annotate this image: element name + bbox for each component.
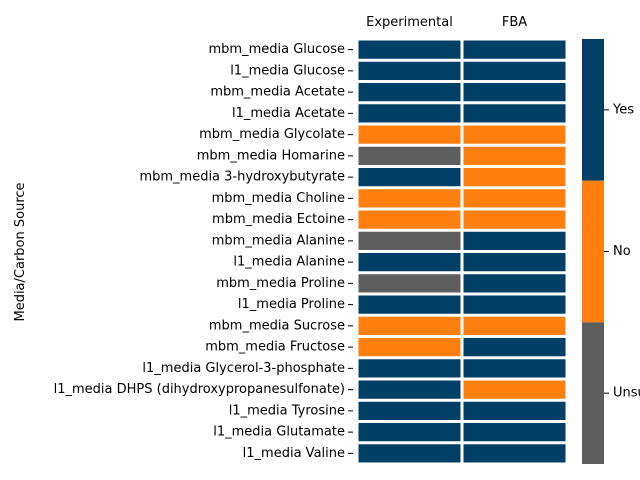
heatmap-cell <box>463 189 566 208</box>
column-labels: Experimental FBA <box>366 15 527 30</box>
row-label: l1_media Alanine <box>233 255 345 270</box>
row-label: mbm_media Alanine <box>212 233 345 248</box>
row-label: l1_media Proline <box>238 297 345 312</box>
heatmap-cell <box>463 316 566 335</box>
colorbar-label: Unsure <box>613 386 640 401</box>
colorbar-segment <box>582 180 604 323</box>
heatmap-cell <box>358 444 461 463</box>
heatmap-cells <box>358 40 566 463</box>
row-label: mbm_media Homarine <box>197 148 345 163</box>
heatmap-cell <box>358 168 461 187</box>
colorbar-label: Yes <box>612 102 634 117</box>
row-label: mbm_media Ectoine <box>212 212 345 227</box>
heatmap-cell <box>358 380 461 399</box>
column-label: Experimental <box>366 15 453 30</box>
row-label: l1_media Glucose <box>230 63 345 78</box>
heatmap-cell <box>463 423 566 442</box>
row-label: mbm_media Acetate <box>210 85 345 100</box>
row-label: l1_media Valine <box>243 446 345 461</box>
heatmap-cell <box>463 231 566 250</box>
row-label: mbm_media Glycolate <box>199 127 345 142</box>
heatmap-cell <box>463 253 566 272</box>
heatmap-cell <box>463 295 566 314</box>
heatmap-cell <box>358 338 461 357</box>
heatmap-cell <box>463 210 566 229</box>
y-axis-label: Media/Carbon Source <box>13 182 28 321</box>
heatmap-cell <box>358 189 461 208</box>
heatmap-cell <box>463 83 566 102</box>
row-label: mbm_media 3-hydroxybutyrate <box>139 170 345 185</box>
heatmap-cell <box>358 231 461 250</box>
heatmap-cell <box>463 444 566 463</box>
row-labels: mbm_media Glucose l1_media Glucose mbm_m… <box>54 42 353 461</box>
heatmap-cell <box>358 316 461 335</box>
heatmap-cell <box>463 104 566 123</box>
heatmap-cell <box>463 146 566 165</box>
row-label: l1_media Glutamate <box>213 425 345 440</box>
row-label: mbm_media Sucrose <box>209 318 345 333</box>
row-label: mbm_media Choline <box>212 191 345 206</box>
heatmap-cell <box>358 146 461 165</box>
colorbar-label: No <box>613 244 631 259</box>
row-label: l1_media Glycerol-3-phosphate <box>142 361 345 376</box>
row-label: mbm_media Glucose <box>209 42 346 57</box>
row-label: l1_media DHPS (dihydroxypropanesulfonate… <box>54 382 345 397</box>
heatmap-cell <box>358 125 461 144</box>
heatmap-cell <box>358 40 461 59</box>
colorbar: Yes No Unsure <box>582 39 640 464</box>
heatmap-cell <box>463 40 566 59</box>
heatmap-cell <box>358 104 461 123</box>
heatmap-cell <box>463 61 566 80</box>
heatmap-cell <box>463 125 566 144</box>
heatmap-cell <box>463 359 566 378</box>
heatmap-cell <box>358 295 461 314</box>
row-label: l1_media Acetate <box>232 106 345 121</box>
heatmap-cell <box>463 401 566 420</box>
row-label: l1_media Tyrosine <box>229 403 345 418</box>
heatmap-cell <box>358 210 461 229</box>
colorbar-segment <box>582 322 604 464</box>
heatmap-cell <box>463 168 566 187</box>
heatmap-cell <box>358 274 461 293</box>
heatmap-cell <box>358 253 461 272</box>
heatmap-cell <box>463 380 566 399</box>
column-label: FBA <box>502 15 527 30</box>
colorbar-segment <box>582 39 604 181</box>
row-label: mbm_media Fructose <box>205 340 345 355</box>
heatmap-cell <box>358 61 461 80</box>
heatmap-cell <box>358 423 461 442</box>
row-label: mbm_media Proline <box>216 276 345 291</box>
heatmap-cell <box>358 83 461 102</box>
heatmap-cell <box>358 359 461 378</box>
heatmap-cell <box>463 274 566 293</box>
heatmap-cell <box>358 401 461 420</box>
heatmap-cell <box>463 338 566 357</box>
